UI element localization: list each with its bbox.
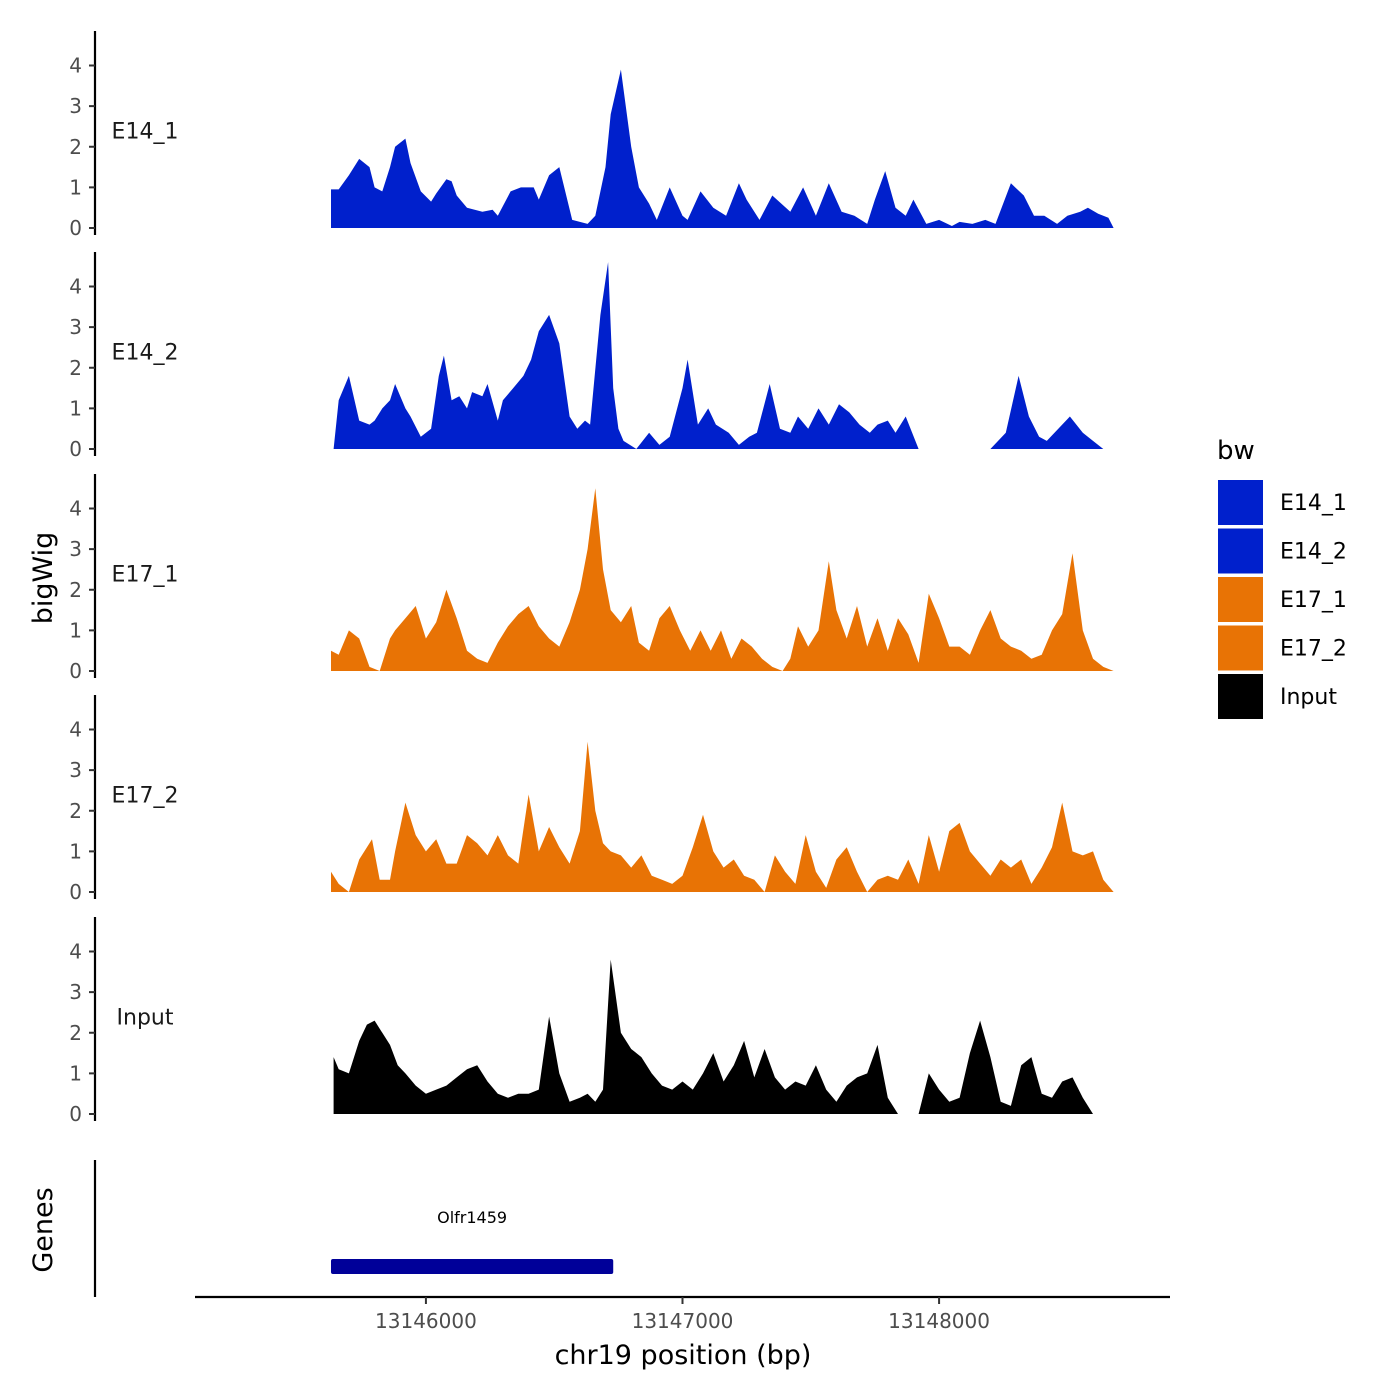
coverage-area-E14_2 — [333, 262, 1109, 449]
y-tick-label: 3 — [69, 94, 82, 118]
legend-swatch-E14_1 — [1218, 480, 1263, 525]
legend-label-E14_2: E14_2 — [1280, 540, 1347, 565]
genes-axis-title: Genes — [28, 1187, 59, 1272]
legend-swatch-Input — [1218, 674, 1263, 719]
x-tick-label: 13148000 — [888, 1309, 990, 1333]
y-tick-label: 2 — [69, 1021, 82, 1045]
x-axis: 13146000 13147000 13148000 — [195, 1295, 1170, 1333]
track-label: Input — [117, 1006, 174, 1031]
y-tick-label: 1 — [69, 839, 82, 863]
coverage-area-E14_1 — [331, 69, 1114, 228]
legend-label-Input: Input — [1280, 685, 1337, 710]
y-tick-label: 1 — [69, 1061, 82, 1085]
y-tick-label: 0 — [69, 880, 82, 904]
track-E17_1: 0 1 2 3 4 E17_1 — [69, 474, 1114, 683]
track-label: E14_2 — [112, 341, 179, 366]
coverage-tracks: 0 1 2 3 4 E14_1 0 1 2 3 4 E14_2 0 1 2 3 4 E17_1 0 1 2 3 4 E17_2… — [69, 31, 1114, 1126]
y-tick-label: 0 — [69, 659, 82, 683]
y-tick-label: 0 — [69, 437, 82, 461]
track-Input: 0 1 2 3 4 Input — [69, 917, 1104, 1126]
track-E17_2: 0 1 2 3 4 E17_2 — [69, 695, 1114, 904]
legend-label-E17_1: E17_1 — [1280, 588, 1347, 613]
coverage-area-E17_2 — [331, 741, 1114, 892]
coverage-area-E17_1 — [331, 488, 1114, 671]
y-axis-title: bigWig — [28, 532, 59, 625]
y-tick-label: 4 — [69, 718, 82, 742]
gene-bar — [330, 1259, 614, 1274]
y-tick-label: 2 — [69, 578, 82, 602]
track-label: E14_1 — [112, 120, 179, 145]
track-E14_1: 0 1 2 3 4 E14_1 — [69, 31, 1114, 240]
y-tick-label: 4 — [69, 497, 82, 521]
y-tick-label: 0 — [69, 216, 82, 240]
legend: bw E14_1 E14_2 E17_1 E17_2 Input — [1217, 436, 1347, 719]
legend-title: bw — [1217, 436, 1255, 466]
y-tick-label: 4 — [69, 54, 82, 78]
y-tick-label: 3 — [69, 537, 82, 561]
y-tick-label: 3 — [69, 315, 82, 339]
gene-label: Olfr1459 — [437, 1208, 507, 1227]
legend-label-E14_1: E14_1 — [1280, 491, 1347, 516]
y-tick-label: 2 — [69, 356, 82, 380]
legend-swatch-E17_1 — [1218, 577, 1263, 622]
x-tick-label: 13146000 — [375, 1309, 477, 1333]
y-tick-label: 3 — [69, 980, 82, 1004]
coverage-area-Input — [333, 959, 1104, 1114]
y-tick-label: 2 — [69, 135, 82, 159]
y-tick-label: 0 — [69, 1102, 82, 1126]
legend-swatch-E17_2 — [1218, 625, 1263, 671]
y-tick-label: 3 — [69, 758, 82, 782]
genes-panel: Olfr1459 — [93, 1160, 614, 1297]
legend-swatch-E14_2 — [1218, 528, 1263, 574]
y-tick-label: 1 — [69, 618, 82, 642]
track-E14_2: 0 1 2 3 4 E14_2 — [69, 252, 1109, 461]
y-tick-label: 4 — [69, 275, 82, 299]
x-tick-label: 13147000 — [632, 1309, 734, 1333]
y-tick-label: 2 — [69, 799, 82, 823]
legend-label-E17_2: E17_2 — [1280, 637, 1347, 662]
y-tick-label: 4 — [69, 940, 82, 964]
track-label: E17_1 — [112, 563, 179, 588]
y-tick-label: 1 — [69, 396, 82, 420]
track-label: E17_2 — [112, 784, 179, 809]
x-axis-title: chr19 position (bp) — [555, 1340, 812, 1371]
y-tick-label: 1 — [69, 175, 82, 199]
